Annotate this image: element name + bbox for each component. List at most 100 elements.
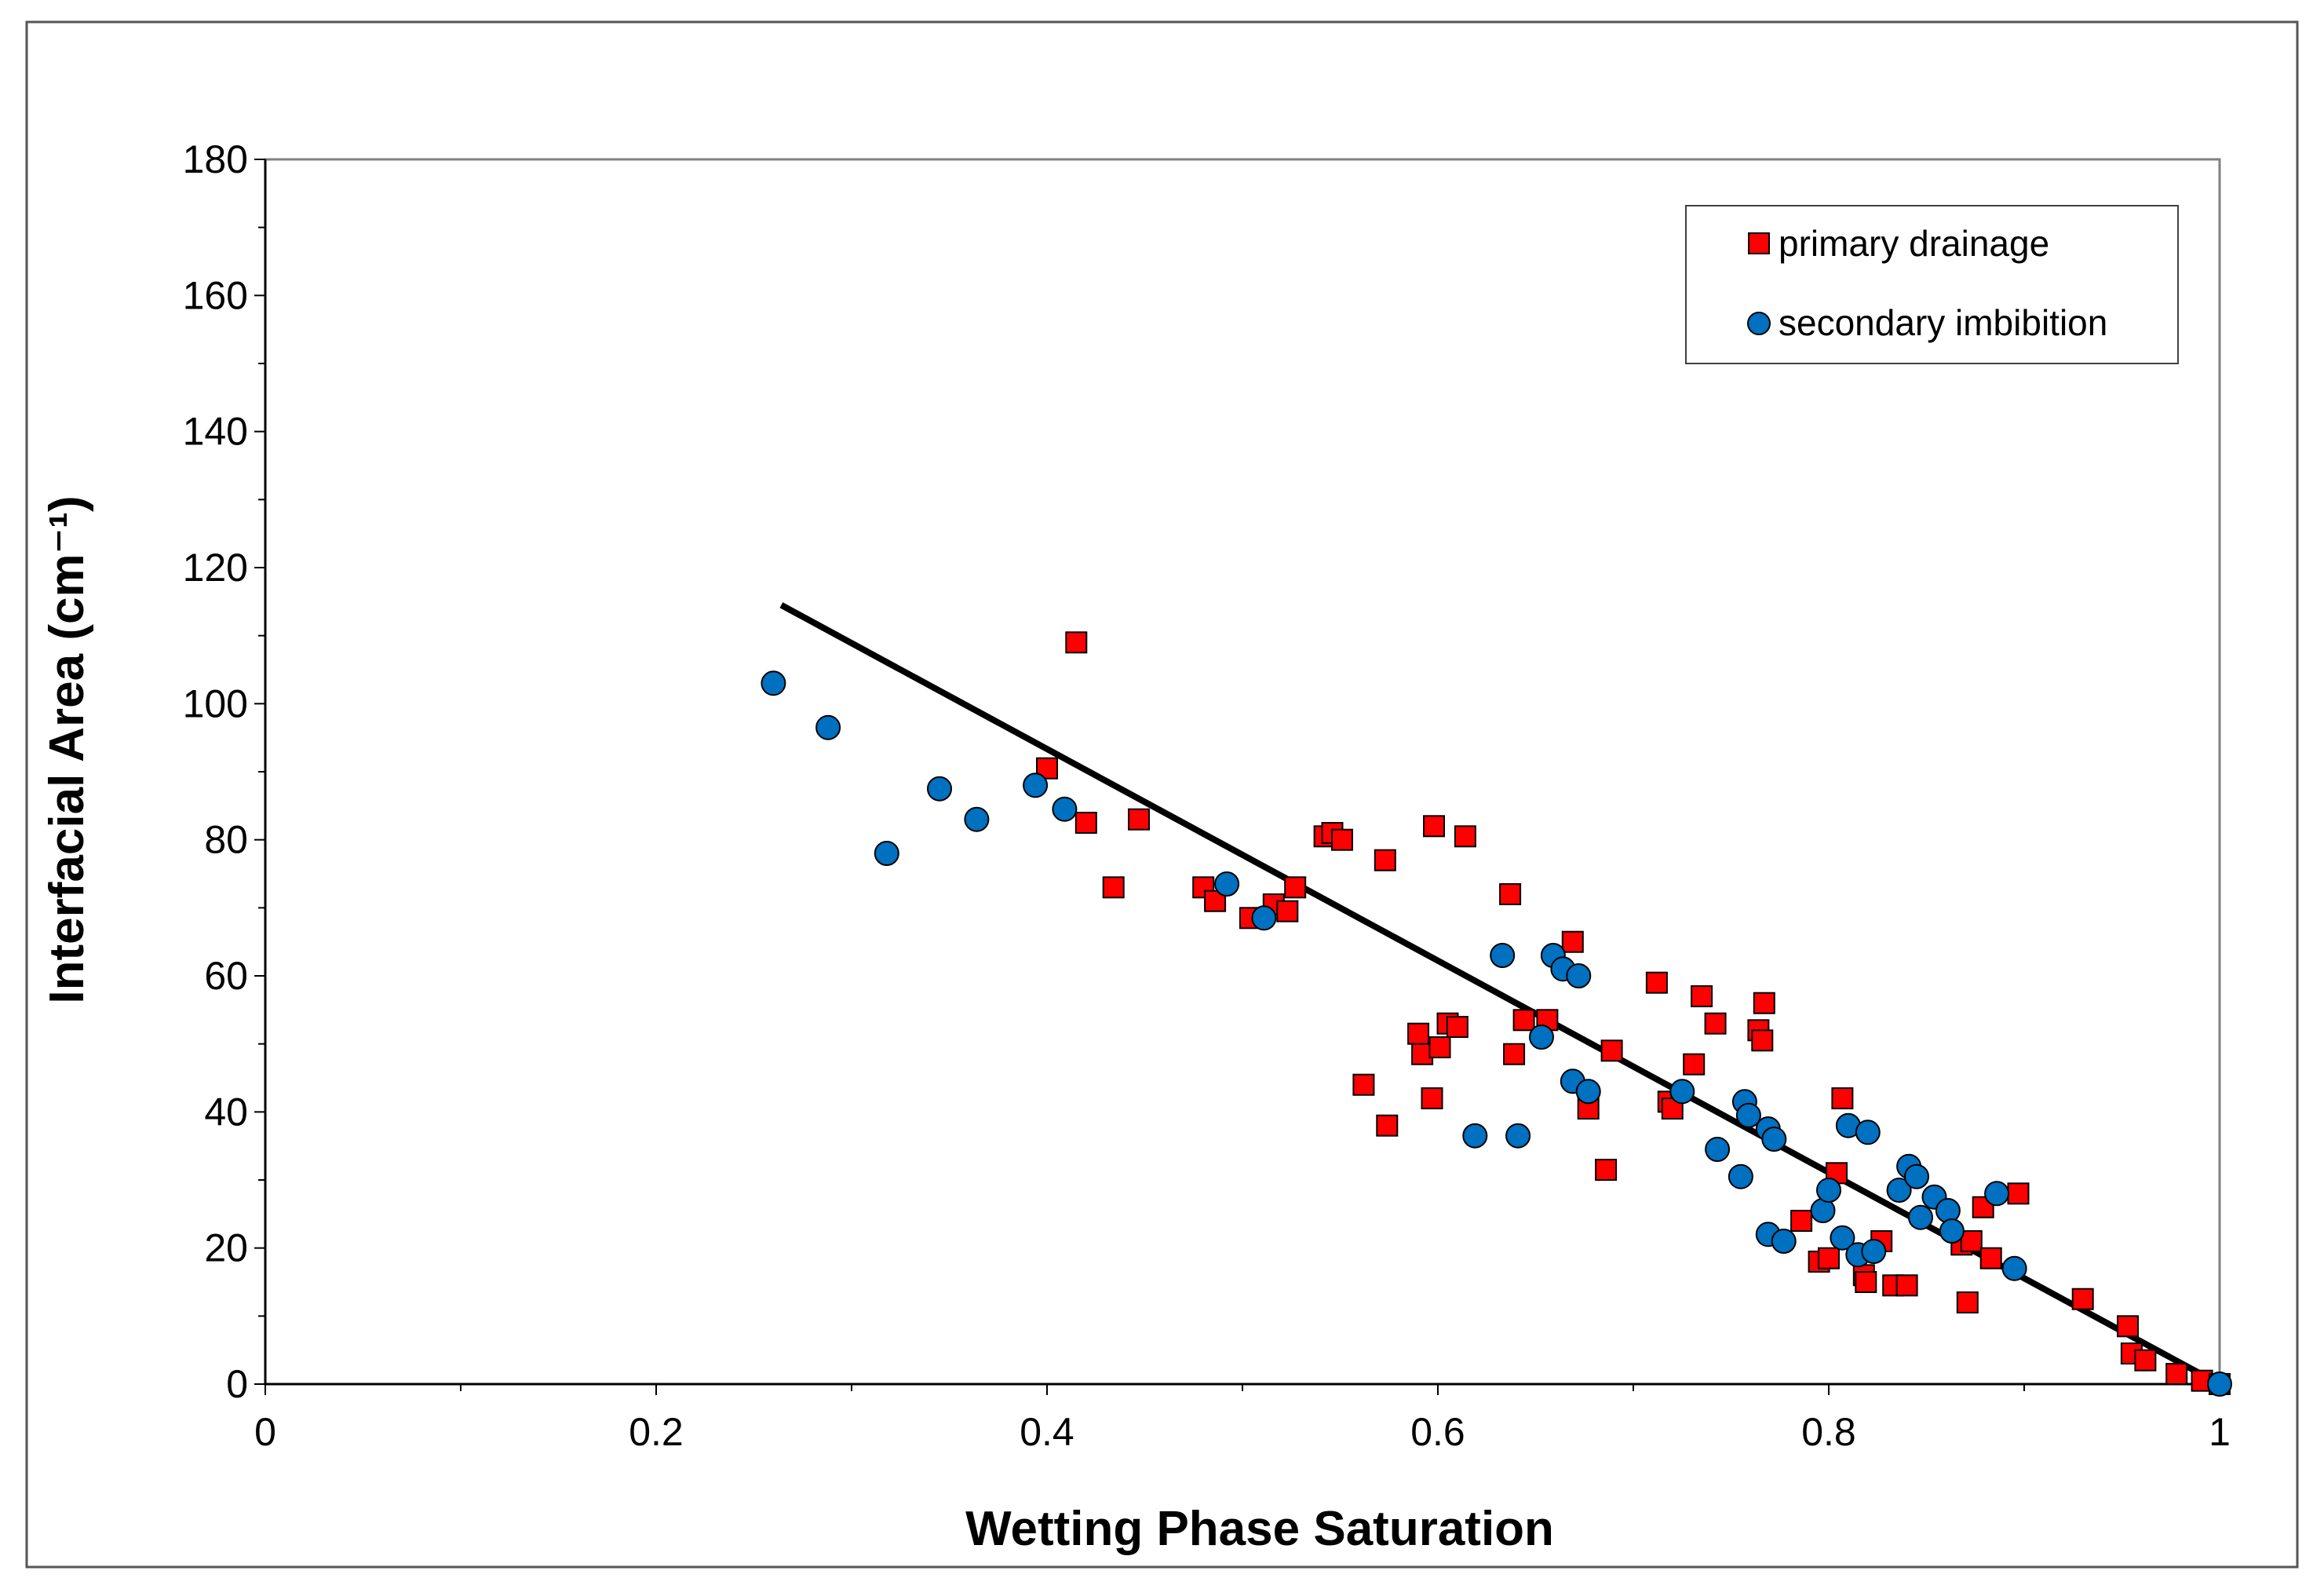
y-tick-label: 80 — [204, 818, 248, 862]
data-point-circle — [1566, 963, 1592, 988]
series-primary-drainage — [1036, 631, 2231, 1395]
data-point-square — [1407, 1022, 1430, 1045]
data-point-circle — [1761, 1127, 1787, 1152]
legend-label-secondary-imbibition: secondary imbibition — [1779, 302, 2107, 343]
data-point-square — [1790, 1210, 1813, 1232]
data-point-square — [1352, 1073, 1375, 1096]
trend-line — [779, 602, 2221, 1387]
data-point-square — [1376, 1114, 1399, 1137]
data-point-square — [1204, 889, 1227, 912]
data-point-circle — [1908, 1204, 1933, 1230]
data-point-circle — [1830, 1225, 1855, 1251]
data-point-circle — [815, 714, 841, 740]
y-tick-label: 40 — [204, 1090, 248, 1134]
data-point-square — [1102, 876, 1125, 899]
data-point-circle — [1505, 1123, 1531, 1149]
data-point-circle — [1251, 905, 1277, 931]
y-tick-labels: 0 20 40 60 80 100 120 140 160 180 — [183, 137, 248, 1406]
data-point-circle — [927, 776, 952, 802]
data-point-square — [1065, 631, 1088, 654]
x-axis-title: Wetting Phase Saturation — [965, 1502, 1554, 1556]
y-tick-label: 60 — [204, 954, 248, 998]
series-layer — [761, 631, 2232, 1397]
data-point-square — [1691, 985, 1713, 1007]
y-tick-label: 0 — [226, 1362, 248, 1406]
data-point-circle — [1575, 1079, 1601, 1105]
data-point-circle — [1052, 796, 1078, 822]
y-tick-label: 20 — [204, 1226, 248, 1270]
data-point-square — [1192, 876, 1215, 899]
data-point-square — [1855, 1271, 1877, 1293]
y-axis-title: Interfacial Area (cm⁻¹) — [40, 495, 94, 1003]
x-axis — [265, 1383, 2220, 1395]
data-point-circle — [964, 806, 990, 832]
x-tick-label: 0.4 — [1020, 1410, 1074, 1454]
data-point-square — [1074, 812, 1097, 834]
x-tick-labels: 0 0.2 0.4 0.6 0.8 1 — [254, 1410, 2231, 1454]
legend: primary drainage secondary imbibition — [1685, 205, 2179, 364]
y-tick-label: 100 — [183, 681, 248, 725]
data-point-square — [1512, 1009, 1535, 1032]
data-point-square — [1595, 1159, 1618, 1181]
data-point-square — [1423, 815, 1445, 838]
x-tick-label: 0.8 — [1801, 1410, 1856, 1454]
data-point-square — [2071, 1288, 2094, 1310]
data-point-circle — [2001, 1255, 2027, 1281]
data-point-square — [1751, 1029, 1774, 1052]
y-tick-label: 140 — [183, 410, 248, 454]
data-point-square — [1818, 1247, 1840, 1269]
data-point-circle — [1904, 1163, 1929, 1189]
data-point-square — [1831, 1087, 1854, 1109]
data-point-square — [1960, 1230, 1983, 1252]
data-point-square — [1454, 825, 1476, 848]
data-point-square — [1503, 1043, 1526, 1065]
data-point-square — [2117, 1315, 2139, 1338]
data-point-square — [1446, 1016, 1468, 1038]
data-point-square — [1600, 1039, 1623, 1062]
data-point-circle — [1669, 1079, 1695, 1105]
data-point-circle — [1886, 1178, 1912, 1203]
data-point-circle — [761, 670, 786, 696]
y-tick-label: 180 — [183, 137, 248, 181]
data-point-circle — [1935, 1198, 1961, 1223]
data-point-square — [2007, 1182, 2030, 1205]
data-point-circle — [1023, 773, 1049, 798]
data-point-circle — [874, 841, 899, 866]
data-point-circle — [1214, 871, 1240, 897]
data-point-square — [1683, 1053, 1706, 1076]
data-point-circle — [1816, 1178, 1841, 1203]
data-point-circle — [1855, 1120, 1881, 1145]
legend-marker-primary-drainage — [1748, 232, 1770, 254]
y-tick-label: 120 — [183, 546, 248, 590]
data-point-square — [1421, 1087, 1443, 1109]
data-point-square — [1561, 930, 1584, 953]
data-point-square — [2165, 1363, 2188, 1385]
data-point-square — [1499, 883, 1522, 905]
series-secondary-imbibition — [761, 670, 2232, 1397]
data-point-square — [1704, 1012, 1727, 1035]
data-point-square — [1979, 1247, 2002, 1269]
data-point-circle — [1727, 1163, 1753, 1189]
data-point-square — [1956, 1291, 1979, 1313]
y-axis — [254, 159, 267, 1385]
data-point-circle — [1462, 1123, 1488, 1149]
data-point-square — [1374, 849, 1396, 871]
data-point-circle — [1490, 943, 1516, 968]
data-point-circle — [2207, 1372, 2232, 1397]
data-point-square — [1428, 1036, 1451, 1058]
trend-line-layer — [779, 602, 2221, 1387]
legend-label-primary-drainage: primary drainage — [1779, 223, 2049, 264]
data-point-square — [1753, 992, 1775, 1014]
legend-marker-secondary-imbibition — [1747, 312, 1771, 335]
data-point-square — [1276, 900, 1299, 922]
x-tick-label: 0.2 — [629, 1410, 684, 1454]
data-point-circle — [1984, 1181, 2010, 1207]
x-tick-label: 0.6 — [1410, 1410, 1465, 1454]
data-point-square — [1645, 971, 1668, 994]
data-point-square — [1895, 1274, 1918, 1297]
legend-box — [1685, 205, 2179, 364]
data-point-circle — [1861, 1239, 1887, 1264]
data-point-square — [1128, 808, 1150, 831]
data-point-circle — [1735, 1102, 1761, 1128]
